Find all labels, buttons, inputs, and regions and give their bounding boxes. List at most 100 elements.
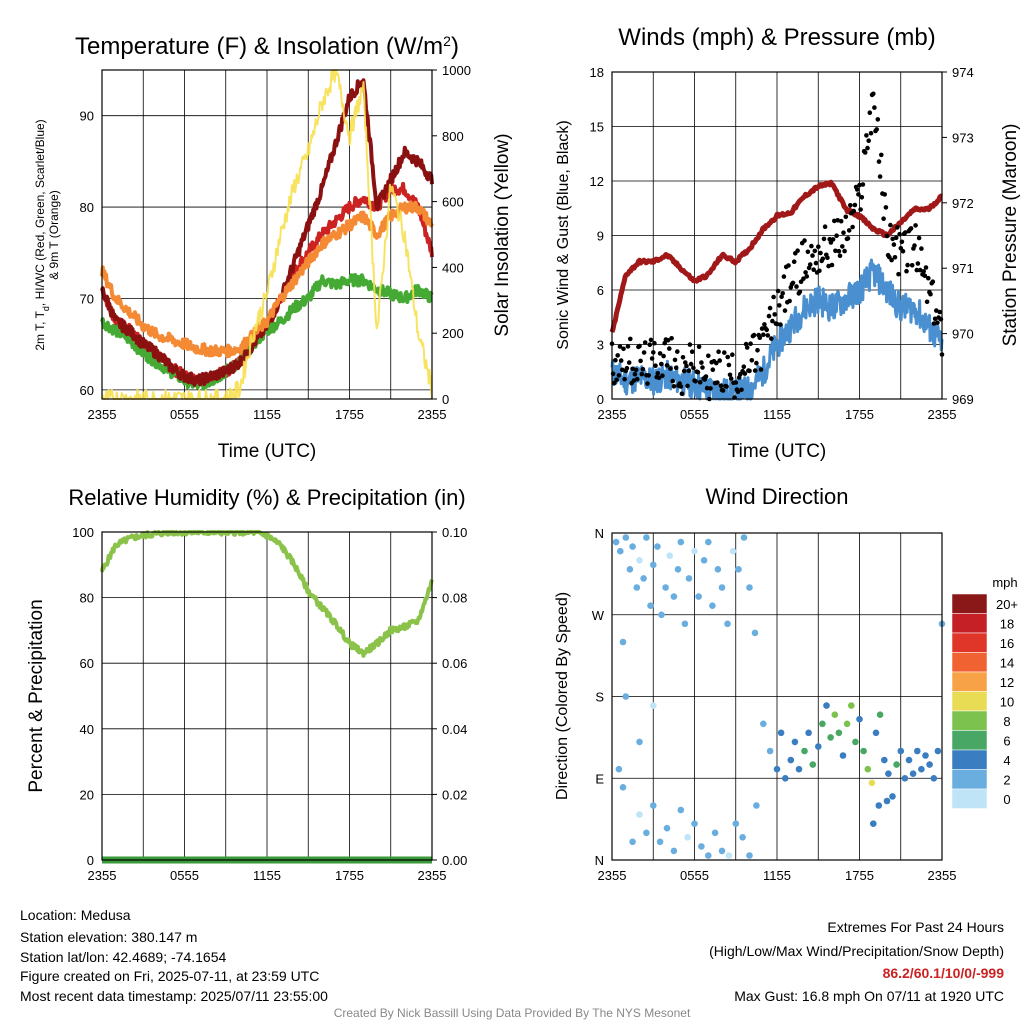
direction-chart-point bbox=[643, 829, 650, 837]
wind-chart-gust-point bbox=[765, 333, 771, 338]
humidity-chart-xtick-label: 2355 bbox=[88, 868, 117, 883]
humidity-chart-xtick-label: 2355 bbox=[418, 868, 447, 883]
temp-chart-xtick-label: 1755 bbox=[335, 407, 364, 422]
direction-chart-point bbox=[705, 852, 712, 859]
wind-chart-gust-point bbox=[733, 380, 739, 385]
humidity-chart-ytick-right-label: 0.04 bbox=[442, 722, 467, 737]
direction-chart-ytick-label: E bbox=[595, 771, 604, 786]
direction-chart-colorbar-label: 14 bbox=[1000, 656, 1014, 671]
direction-chart-point bbox=[777, 729, 785, 737]
direction-chart-point bbox=[629, 838, 636, 846]
wind-chart-gust-point bbox=[930, 279, 936, 285]
wind-chart-gust-point bbox=[616, 373, 622, 378]
wind-chart-gust-point bbox=[766, 313, 772, 319]
direction-chart-point bbox=[650, 802, 657, 809]
wind-chart-gust-point bbox=[884, 233, 890, 239]
direction-chart-title: Wind Direction bbox=[705, 484, 848, 509]
wind-chart-gust-point bbox=[921, 269, 926, 274]
wind-chart-gust-point bbox=[656, 375, 662, 381]
direction-chart-colorbar-swatch bbox=[951, 652, 988, 673]
extremes-legend: (High/Low/Max Wind/Precipitation/Snow De… bbox=[709, 943, 1004, 959]
direction-chart-point bbox=[809, 761, 817, 768]
direction-chart-point bbox=[640, 575, 647, 582]
direction-chart-colorbar-label: 6 bbox=[1003, 734, 1010, 749]
wind-chart-gust-point bbox=[856, 192, 861, 197]
direction-chart-point bbox=[773, 765, 781, 773]
direction-chart-colorbar-label: 8 bbox=[1003, 714, 1010, 729]
direction-chart-point bbox=[718, 847, 726, 855]
wind-chart-ylabel: Sonic Wind & Gust (Blue, Black) bbox=[555, 120, 572, 349]
wind-chart-gust-point bbox=[630, 366, 635, 372]
wind-chart-gust-point bbox=[834, 233, 839, 238]
wind-chart-gust-point bbox=[684, 363, 689, 369]
wind-chart-gust-point bbox=[771, 294, 776, 300]
direction-chart-point bbox=[633, 584, 641, 591]
temp-chart-ylabel-right: Solar Insolation (Yellow) bbox=[492, 133, 513, 336]
wind-chart-gust-point bbox=[833, 248, 838, 254]
wind-chart-gust-point bbox=[889, 257, 894, 263]
wind-chart-gust-point bbox=[777, 303, 782, 308]
direction-chart-point bbox=[724, 620, 731, 628]
wind-chart-gust-point bbox=[830, 237, 836, 242]
wind-chart-ytick-label: 12 bbox=[590, 174, 604, 189]
direction-chart-point bbox=[760, 720, 767, 728]
wind-chart-gust-point bbox=[838, 218, 844, 224]
direction-chart-point bbox=[883, 797, 891, 805]
wind-chart-gust-point bbox=[671, 384, 677, 389]
humidity-chart-ytick-label: 20 bbox=[80, 787, 94, 802]
wind-chart-gust-point bbox=[638, 358, 643, 364]
direction-chart-point bbox=[725, 852, 733, 859]
wind-chart-gust-point bbox=[772, 312, 777, 317]
direction-chart-colorbar-label: 16 bbox=[1000, 636, 1014, 651]
wind-chart-ytick-label: 3 bbox=[597, 338, 604, 353]
wind-chart-gust-point bbox=[718, 383, 724, 389]
direction-chart-point bbox=[860, 747, 867, 755]
wind-chart-gust-point bbox=[845, 236, 851, 241]
direction-chart-colorbar-label: 20+ bbox=[996, 597, 1018, 612]
wind-chart-gust-point bbox=[923, 265, 929, 270]
wind-chart-gust-point bbox=[749, 358, 755, 363]
direction-chart-point bbox=[670, 847, 678, 855]
humidity-chart-ytick-right-label: 0.08 bbox=[442, 591, 467, 606]
temp-chart-ytick-label: 80 bbox=[80, 200, 94, 215]
wind-chart-gust-point bbox=[754, 360, 759, 366]
temp-chart-ytick-right-label: 600 bbox=[442, 195, 464, 210]
direction-chart-point bbox=[685, 575, 693, 582]
direction-chart-point bbox=[658, 611, 665, 619]
direction-chart-point bbox=[663, 824, 671, 832]
wind-chart-gust-point bbox=[641, 350, 647, 355]
wind-chart-gust-point bbox=[841, 230, 846, 235]
direction-chart-ytick-label: N bbox=[595, 853, 604, 868]
wind-chart-gust-point bbox=[695, 369, 701, 375]
direction-chart-colorbar-swatch bbox=[951, 593, 988, 614]
info-elevation: Station elevation: 380.147 m bbox=[20, 929, 198, 945]
direction-chart-point bbox=[827, 734, 834, 741]
wind-chart-gust-point bbox=[640, 366, 646, 372]
wind-chart-gust-point bbox=[813, 260, 819, 266]
wind-chart-gust-point bbox=[909, 263, 915, 268]
wind-chart-gust-point bbox=[621, 346, 626, 352]
direction-chart-point bbox=[636, 738, 643, 746]
wind-chart-gust-point bbox=[717, 358, 722, 363]
direction-chart-point bbox=[926, 761, 933, 768]
wind-chart-gust-point bbox=[646, 373, 651, 378]
wind-chart-gust-point bbox=[703, 374, 709, 379]
humidity-chart-ytick-label: 60 bbox=[80, 656, 94, 671]
humidity-chart-ytick-right-label: 0.10 bbox=[442, 525, 467, 540]
direction-chart-point bbox=[711, 829, 719, 837]
wind-chart-gust-point bbox=[697, 380, 703, 385]
wind-chart-gust-point bbox=[678, 384, 684, 389]
wind-chart-gust-point bbox=[795, 248, 800, 253]
wind-chart-gust-point bbox=[769, 336, 774, 341]
wind-chart-ytick-right-label: 973 bbox=[952, 130, 974, 145]
direction-chart-colorbar-label: 10 bbox=[1000, 695, 1014, 710]
wind-chart-gust-point bbox=[928, 291, 933, 297]
humidity-chart-ylabel: Percent & Precipitation bbox=[26, 599, 47, 792]
wind-chart-gust-point bbox=[725, 354, 730, 360]
direction-chart-point bbox=[819, 720, 826, 728]
direction-chart-point bbox=[922, 752, 929, 759]
wind-chart-gust-point bbox=[791, 259, 797, 265]
wind-chart-gust-point bbox=[775, 288, 781, 294]
wind-chart-gust-point bbox=[664, 363, 670, 368]
